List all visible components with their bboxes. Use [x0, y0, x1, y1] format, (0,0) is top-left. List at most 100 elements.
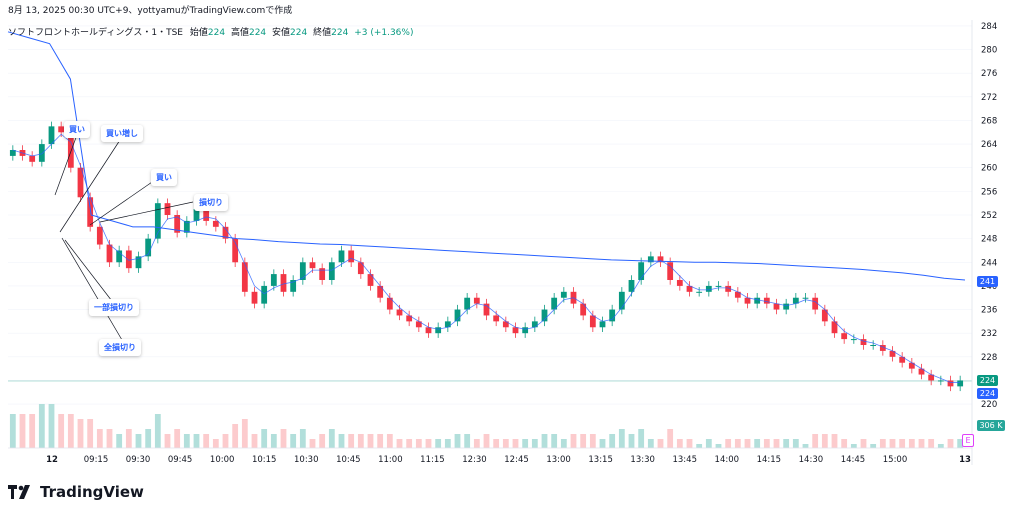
volume-bar: [551, 434, 558, 448]
candle-body: [580, 303, 587, 316]
candle-body: [725, 285, 732, 292]
candle-body: [541, 309, 548, 322]
candle-body: [502, 321, 509, 328]
candle-body: [406, 315, 413, 322]
time-tick-label: 10:00: [210, 455, 235, 465]
close-label: 終値: [313, 28, 332, 38]
candle-body: [821, 309, 828, 322]
volume-bar: [744, 439, 751, 448]
candle-body: [705, 285, 712, 292]
candle-body: [483, 303, 490, 316]
candle-body: [38, 144, 45, 162]
time-tick-label: 12:30: [462, 455, 487, 465]
candle-body: [676, 280, 683, 286]
change-value: +3 (+1.36%): [354, 28, 414, 38]
candle-body: [299, 262, 306, 280]
time-tick-label: 09:45: [168, 455, 193, 465]
annotation-full-stop[interactable]: 全損切り: [99, 339, 141, 356]
open-value: 224: [207, 28, 226, 38]
volume-bar: [667, 429, 674, 448]
high-label: 高値: [230, 28, 249, 38]
volume-bar: [19, 414, 26, 448]
volume-bar: [386, 434, 393, 448]
candle-body: [454, 309, 461, 322]
time-tick-label: 11:00: [378, 455, 403, 465]
volume-bar: [319, 434, 326, 448]
volume-bar: [67, 414, 74, 448]
candle-body: [560, 291, 567, 298]
volume-bar: [261, 429, 268, 448]
candle-body: [870, 345, 877, 346]
tradingview-logo[interactable]: TradingView: [8, 483, 144, 501]
volume-bar: [957, 439, 964, 448]
candle-body: [792, 297, 799, 304]
volume-bar: [251, 434, 258, 448]
candle-body: [367, 274, 374, 286]
candle-body: [415, 321, 422, 328]
candle-body: [937, 380, 944, 382]
price-tick-label: 268: [981, 116, 997, 126]
volume-bar: [9, 414, 16, 448]
volume-bar: [609, 434, 616, 448]
candle-body: [425, 327, 432, 334]
candles: [9, 121, 964, 392]
volume-bar: [686, 439, 693, 448]
candle-body: [386, 297, 393, 310]
candle-body: [957, 380, 964, 387]
volume-bar: [512, 439, 519, 448]
time-tick-label: 13:15: [588, 455, 613, 465]
earnings-badge[interactable]: E: [962, 434, 974, 447]
low-label: 安値: [272, 28, 291, 38]
candle-body: [628, 280, 635, 292]
volume-bar: [116, 434, 123, 448]
volume-bar: [203, 434, 210, 448]
volume-bar: [77, 419, 84, 448]
candle-body: [599, 321, 606, 328]
candle-body: [831, 321, 838, 334]
candle-body: [280, 274, 287, 292]
candle-body: [193, 209, 200, 221]
volume-bar: [783, 439, 790, 448]
candle-body: [464, 297, 471, 310]
volume-bar: [338, 434, 345, 448]
time-axis: 12 09:15 09:30 09:45 10:00 10:15 10:30 10:45 11:…: [46, 455, 971, 465]
candle-body: [174, 215, 181, 233]
price-tick-label: 228: [981, 353, 997, 363]
volume-bar: [792, 439, 799, 448]
volume-bar: [483, 434, 490, 448]
volume-bar: [125, 429, 132, 448]
candle-body: [145, 238, 152, 257]
volume-bar: [522, 439, 529, 448]
candle-body: [338, 250, 345, 263]
volume-bar: [493, 439, 500, 448]
annotation-buy-1[interactable]: 買い: [64, 121, 90, 138]
candle-body: [328, 262, 335, 280]
candle-body: [116, 250, 123, 263]
volume-bar: [763, 439, 770, 448]
time-tick-label: 09:15: [84, 455, 109, 465]
volume-bar: [425, 439, 432, 448]
candle-body: [444, 321, 451, 328]
time-tick-label: 12: [46, 455, 58, 465]
volume-bar: [928, 439, 935, 448]
annotation-stop-loss[interactable]: 損切り: [194, 194, 228, 211]
volume-bar: [638, 429, 645, 448]
volume-bar: [348, 434, 355, 448]
candle-body: [125, 250, 132, 269]
candle-body: [251, 291, 258, 304]
annotation-partial-stop[interactable]: 一部損切り: [89, 299, 139, 316]
candle-body: [899, 356, 906, 363]
volume-bar: [841, 439, 848, 448]
candle-body: [928, 374, 935, 381]
symbol-legend[interactable]: ソフトフロントホールディングス・1・TSE 始値224 高値224 安値224 …: [8, 25, 413, 38]
annotation-add-buy[interactable]: 買い増し: [101, 125, 143, 142]
candle-body: [754, 297, 761, 304]
annotation-buy-2[interactable]: 買い: [151, 169, 177, 186]
volume-bar: [232, 424, 239, 448]
candle-body: [48, 126, 55, 145]
vwap-line: [7, 31, 966, 281]
volume-bar: [174, 429, 181, 448]
ma-price-tag: 224: [977, 388, 998, 399]
time-tick-label: 11:15: [420, 455, 445, 465]
